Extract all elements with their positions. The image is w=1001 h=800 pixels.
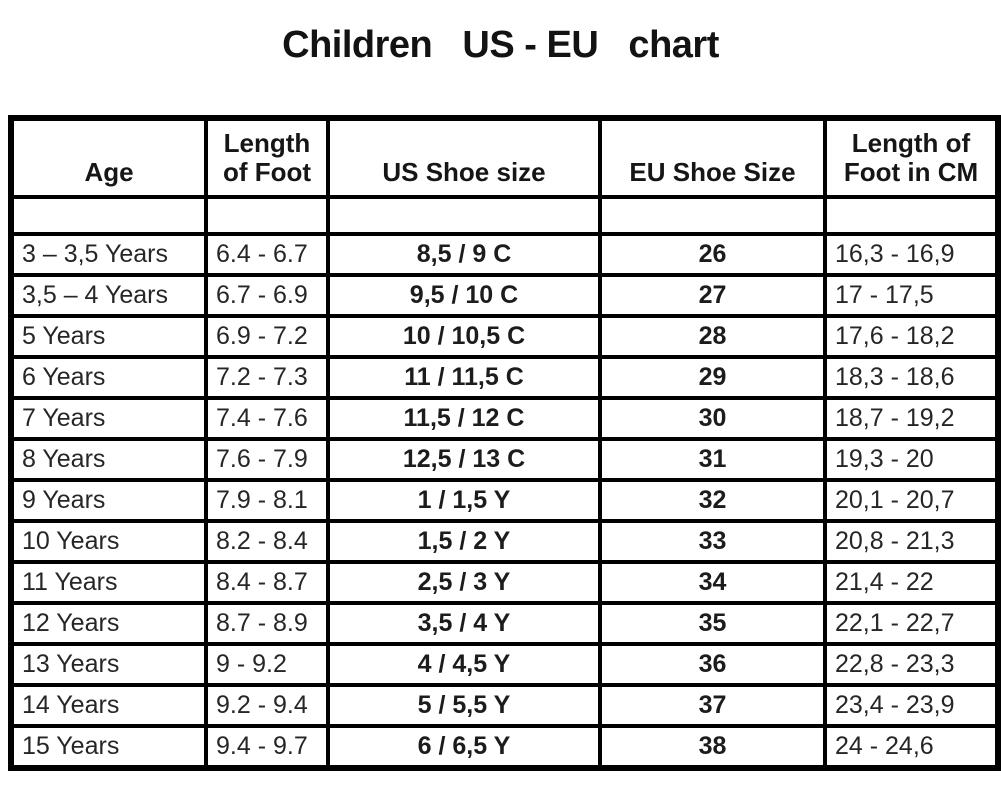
age-cell: 3 – 3,5 Years (9, 232, 208, 278)
empty-cell (598, 195, 827, 237)
eu-shoe-size-cell: 31 (598, 437, 827, 483)
us-shoe-size-cell: 2,5 / 3 Y (326, 560, 602, 606)
eu-shoe-size-cell: 32 (598, 478, 827, 524)
table-row: 3,5 – 4 Years 6.7 - 6.9 9,5 / 10 C 27 17 - 1… (9, 273, 1000, 319)
us-shoe-size-cell: 6 / 6,5 Y (326, 724, 602, 771)
age-cell: 7 Years (9, 396, 208, 442)
table-row: 10 Years 8.2 - 8.4 1,5 / 2 Y 33 20,8 - 21,3 (9, 519, 1000, 565)
age-cell: 3,5 – 4 Years (9, 273, 208, 319)
foot-length-inch-cell: 9.4 - 9.7 (204, 724, 330, 771)
us-shoe-size-cell: 11,5 / 12 C (326, 396, 602, 442)
table-body: 3 – 3,5 Years 6.4 - 6.7 8,5 / 9 C 26 16,3 - … (9, 195, 1000, 771)
column-header-foot-length-cm: Length of Foot in CM (823, 115, 1000, 200)
table-row: 15 Years 9.4 - 9.7 6 / 6,5 Y 38 24 - 24,6 (9, 724, 1000, 771)
page-title: Children US - EU chart (282, 24, 719, 66)
age-cell: 9 Years (9, 478, 208, 524)
table-row: 8 Years 7.6 - 7.9 12,5 / 13 C 31 19,3 - 20 (9, 437, 1000, 483)
eu-shoe-size-cell: 33 (598, 519, 827, 565)
table-row: 6 Years 7.2 - 7.3 11 / 11,5 C 29 18,3 - 18,6 (9, 355, 1000, 401)
spacer-row (9, 195, 1000, 237)
column-header-us-shoe-size: US Shoe size (326, 115, 602, 200)
us-shoe-size-cell: 1 / 1,5 Y (326, 478, 602, 524)
foot-length-cm-cell: 16,3 - 16,9 (823, 232, 1000, 278)
foot-length-inch-cell: 8.4 - 8.7 (204, 560, 330, 606)
foot-length-cm-cell: 22,8 - 23,3 (823, 642, 1000, 688)
foot-length-cm-cell: 19,3 - 20 (823, 437, 1000, 483)
us-shoe-size-cell: 11 / 11,5 C (326, 355, 602, 401)
foot-length-cm-cell: 23,4 - 23,9 (823, 683, 1000, 729)
age-cell: 6 Years (9, 355, 208, 401)
table-row: 3 – 3,5 Years 6.4 - 6.7 8,5 / 9 C 26 16,3 - … (9, 232, 1000, 278)
us-shoe-size-cell: 3,5 / 4 Y (326, 601, 602, 647)
us-shoe-size-cell: 9,5 / 10 C (326, 273, 602, 319)
table-row: 5 Years 6.9 - 7.2 10 / 10,5 C 28 17,6 - 18,2 (9, 314, 1000, 360)
shoe-size-chart-table: Age Length of Foot US Shoe size EU Shoe … (8, 115, 1001, 772)
table-row: 12 Years 8.7 - 8.9 3,5 / 4 Y 35 22,1 - 22,7 (9, 601, 1000, 647)
us-shoe-size-cell: 10 / 10,5 C (326, 314, 602, 360)
eu-shoe-size-cell: 34 (598, 560, 827, 606)
age-cell: 5 Years (9, 314, 208, 360)
eu-shoe-size-cell: 28 (598, 314, 827, 360)
foot-length-cm-cell: 24 - 24,6 (823, 724, 1000, 771)
us-shoe-size-cell: 8,5 / 9 C (326, 232, 602, 278)
table-row: 14 Years 9.2 - 9.4 5 / 5,5 Y 37 23,4 - 23,9 (9, 683, 1000, 729)
foot-length-cm-cell: 18,7 - 19,2 (823, 396, 1000, 442)
empty-cell (823, 195, 1000, 237)
age-cell: 13 Years (9, 642, 208, 688)
foot-length-inch-cell: 6.7 - 6.9 (204, 273, 330, 319)
age-cell: 15 Years (9, 724, 208, 771)
foot-length-cm-cell: 17 - 17,5 (823, 273, 1000, 319)
foot-length-cm-cell: 22,1 - 22,7 (823, 601, 1000, 647)
foot-length-cm-cell: 21,4 - 22 (823, 560, 1000, 606)
empty-cell (9, 195, 208, 237)
foot-length-cm-cell: 20,8 - 21,3 (823, 519, 1000, 565)
table-row: 7 Years 7.4 - 7.6 11,5 / 12 C 30 18,7 - 19,2 (9, 396, 1000, 442)
foot-length-inch-cell: 7.4 - 7.6 (204, 396, 330, 442)
foot-length-inch-cell: 7.2 - 7.3 (204, 355, 330, 401)
table-row: 9 Years 7.9 - 8.1 1 / 1,5 Y 32 20,1 - 20,7 (9, 478, 1000, 524)
us-shoe-size-cell: 1,5 / 2 Y (326, 519, 602, 565)
eu-shoe-size-cell: 27 (598, 273, 827, 319)
eu-shoe-size-cell: 30 (598, 396, 827, 442)
us-shoe-size-cell: 5 / 5,5 Y (326, 683, 602, 729)
age-cell: 11 Years (9, 560, 208, 606)
foot-length-inch-cell: 7.6 - 7.9 (204, 437, 330, 483)
empty-cell (204, 195, 330, 237)
age-cell: 8 Years (9, 437, 208, 483)
foot-length-inch-cell: 6.4 - 6.7 (204, 232, 330, 278)
eu-shoe-size-cell: 38 (598, 724, 827, 771)
column-header-age: Age (9, 115, 208, 200)
foot-length-inch-cell: 7.9 - 8.1 (204, 478, 330, 524)
column-header-foot-length: Length of Foot (204, 115, 330, 200)
age-cell: 12 Years (9, 601, 208, 647)
eu-shoe-size-cell: 37 (598, 683, 827, 729)
eu-shoe-size-cell: 29 (598, 355, 827, 401)
foot-length-inch-cell: 9.2 - 9.4 (204, 683, 330, 729)
age-cell: 14 Years (9, 683, 208, 729)
foot-length-cm-cell: 18,3 - 18,6 (823, 355, 1000, 401)
us-shoe-size-cell: 12,5 / 13 C (326, 437, 602, 483)
column-header-eu-shoe-size: EU Shoe Size (598, 115, 827, 200)
foot-length-cm-cell: 20,1 - 20,7 (823, 478, 1000, 524)
eu-shoe-size-cell: 36 (598, 642, 827, 688)
us-shoe-size-cell: 4 / 4,5 Y (326, 642, 602, 688)
header-row: Age Length of Foot US Shoe size EU Shoe … (9, 115, 1000, 200)
table-row: 13 Years 9 - 9.2 4 / 4,5 Y 36 22,8 - 23,3 (9, 642, 1000, 688)
eu-shoe-size-cell: 26 (598, 232, 827, 278)
eu-shoe-size-cell: 35 (598, 601, 827, 647)
foot-length-inch-cell: 6.9 - 7.2 (204, 314, 330, 360)
foot-length-inch-cell: 8.2 - 8.4 (204, 519, 330, 565)
empty-cell (326, 195, 602, 237)
foot-length-inch-cell: 9 - 9.2 (204, 642, 330, 688)
foot-length-cm-cell: 17,6 - 18,2 (823, 314, 1000, 360)
table-row: 11 Years 8.4 - 8.7 2,5 / 3 Y 34 21,4 - 22 (9, 560, 1000, 606)
foot-length-inch-cell: 8.7 - 8.9 (204, 601, 330, 647)
age-cell: 10 Years (9, 519, 208, 565)
